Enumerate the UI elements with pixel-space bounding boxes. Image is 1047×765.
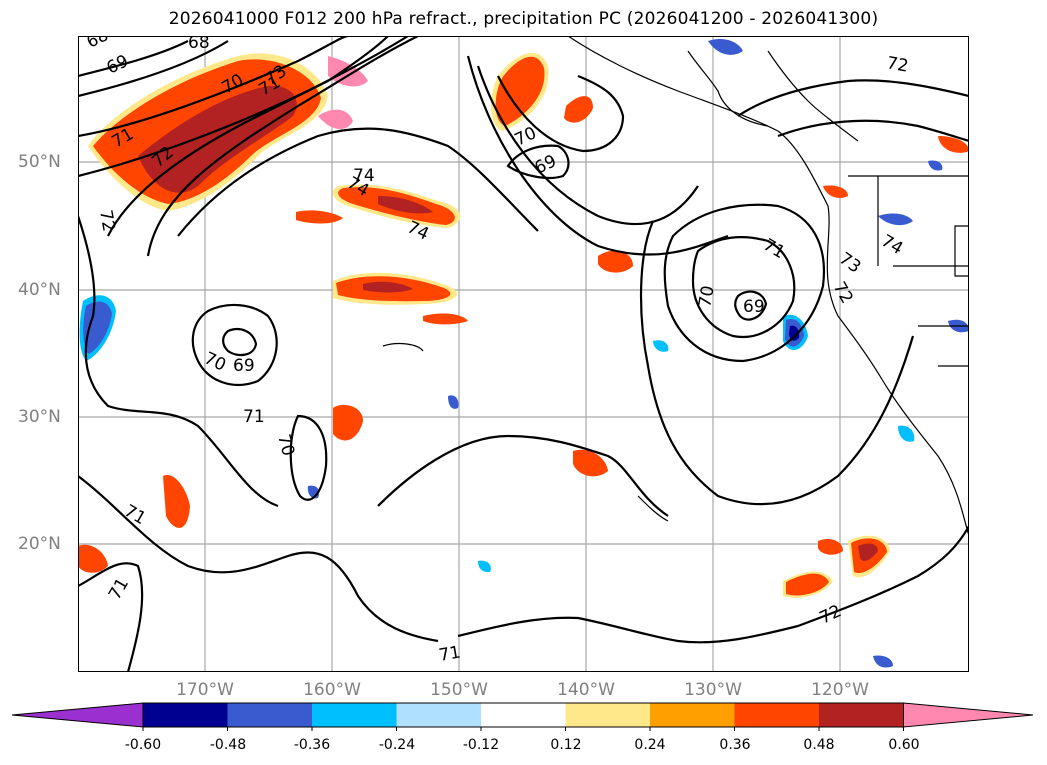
colorbar-segment	[227, 703, 313, 727]
lat-label-20n: 20°N	[18, 534, 61, 554]
colorbar-tick-label: 0.60	[888, 737, 920, 753]
colorbar-segment	[143, 703, 228, 727]
lon-label-150w: 150°W	[430, 680, 488, 700]
colorbar-tick-label: -0.12	[462, 737, 500, 753]
lat-label-40n: 40°N	[18, 280, 61, 300]
colorbar-tick-label: -0.60	[124, 737, 162, 753]
contour-label: 69	[233, 356, 255, 376]
coastlines	[382, 36, 969, 537]
colorbar-segment	[312, 703, 397, 727]
contour-label: 70	[273, 432, 298, 458]
colorbar-tick-label: -0.36	[293, 737, 331, 753]
contour-label: 72	[885, 53, 910, 76]
colorbar-tick-label: -0.48	[209, 737, 247, 753]
map-svg: 68 68 69 70 71 71 72 72 72 73 74 74 74 7…	[78, 36, 969, 672]
colorbar	[11, 702, 1034, 731]
map-plot-area[interactable]: 68 68 69 70 71 71 72 72 72 73 74 74 74 7…	[78, 36, 969, 672]
colorbar-segment	[819, 703, 904, 727]
colorbar-tick-label: -0.24	[378, 737, 416, 753]
colorbar-tick-marks	[142, 727, 904, 731]
refractivity-contours	[78, 36, 969, 672]
colorbar-extend-min	[11, 702, 144, 728]
contour-label: 69	[532, 151, 560, 178]
lat-label-50n: 50°N	[18, 152, 61, 172]
lon-label-160w: 160°W	[303, 680, 361, 700]
colorbar-segment	[481, 703, 566, 727]
contour-label: 72	[95, 208, 118, 233]
colorbar-tick-label: 0.12	[550, 737, 582, 753]
contour-labels: 68 68 69 70 71 71 72 72 72 73 74 74 74 7…	[84, 36, 910, 666]
colorbar-outline	[142, 702, 904, 728]
contour-label: 71	[121, 501, 150, 529]
graticule	[78, 36, 969, 672]
contour-label: 68	[188, 36, 210, 53]
colorbar-segment	[734, 703, 820, 727]
colorbar-tick-label: 0.24	[634, 737, 666, 753]
colorbar-segment	[650, 703, 735, 727]
lon-label-120w: 120°W	[811, 680, 869, 700]
contour-label: 68	[84, 36, 112, 53]
contour-label: 71	[105, 575, 133, 604]
lon-label-130w: 130°W	[684, 680, 742, 700]
contour-label: 74	[353, 166, 375, 186]
colorbar-segment	[396, 703, 482, 727]
contour-label: 71	[437, 642, 462, 665]
contour-label: 74	[878, 231, 907, 259]
colorbar-extend-max	[903, 702, 1034, 728]
contour-label: 70	[695, 284, 718, 309]
map-title: 2026041000 F012 200 hPa refract., precip…	[168, 9, 879, 29]
positive-precip-patches	[78, 52, 969, 598]
colorbar-tick-label: 0.48	[803, 737, 835, 753]
lat-label-30n: 30°N	[18, 407, 61, 427]
contour-label: 69	[743, 297, 765, 317]
negative-precip-patches	[79, 39, 969, 668]
contour-label: 71	[243, 407, 265, 427]
colorbar-tick-label: 0.36	[719, 737, 751, 753]
lon-label-140w: 140°W	[557, 680, 615, 700]
colorbar-segment	[565, 703, 651, 727]
lon-label-170w: 170°W	[176, 680, 234, 700]
colorbar-segments	[11, 702, 1034, 728]
contour-label: 69	[104, 51, 132, 78]
